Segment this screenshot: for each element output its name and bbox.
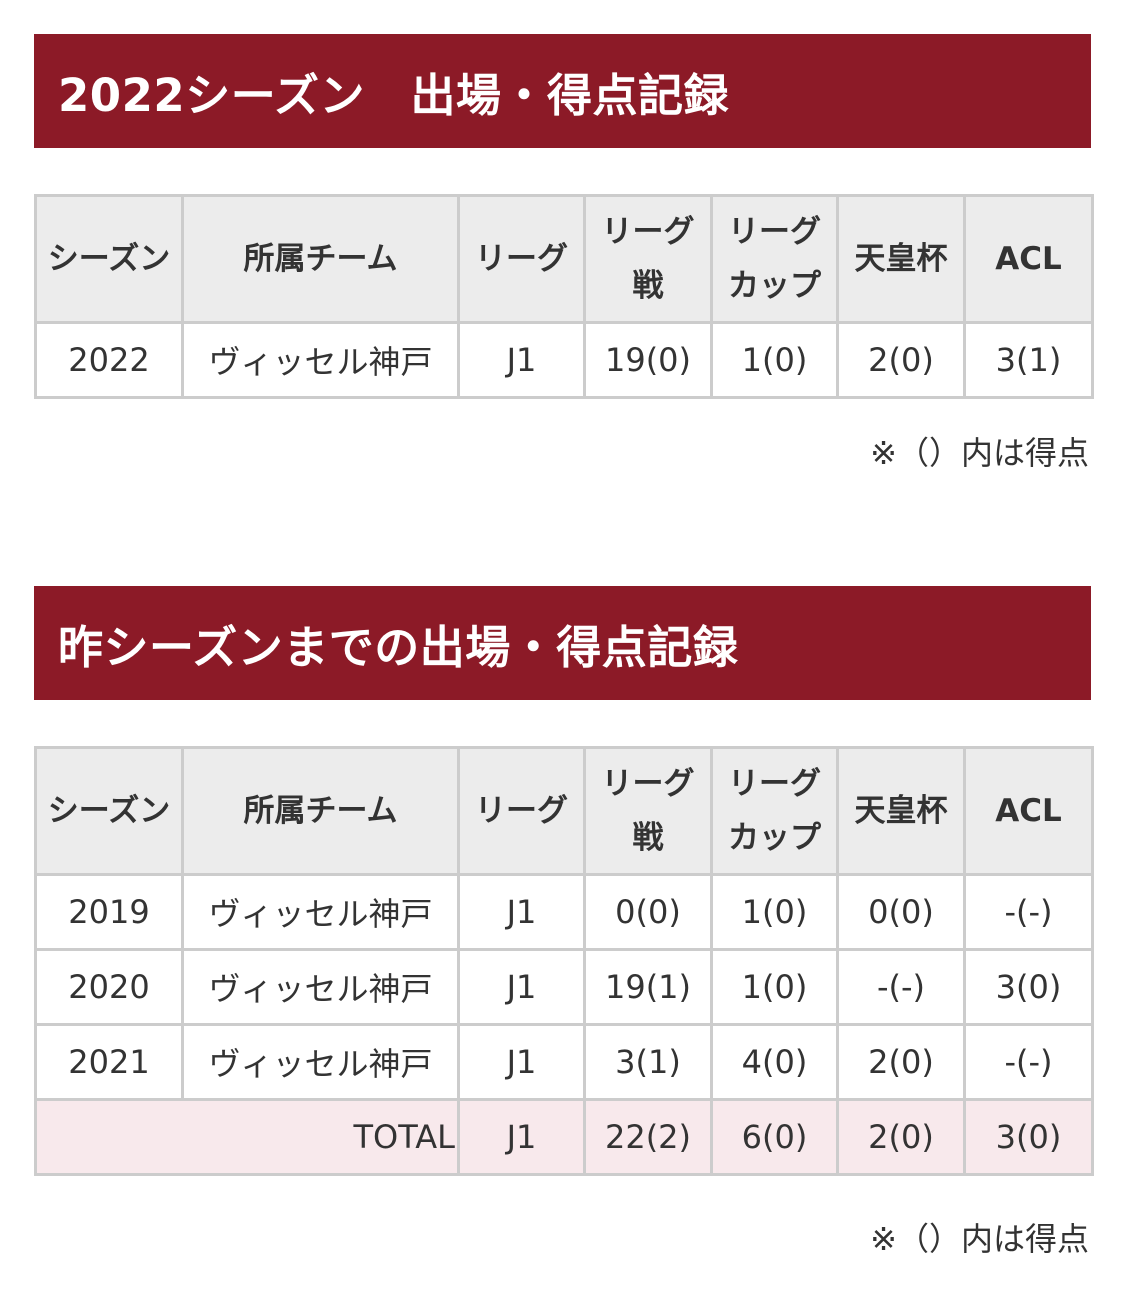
previous-seasons-title: 昨シーズンまでの出場・得点記録: [58, 620, 739, 674]
cell-season: 2022: [34, 321, 184, 399]
current-season-header: 2022シーズン 出場・得点記録: [34, 34, 1091, 148]
total-league: J1: [457, 1098, 586, 1176]
col-league-match-line1: リーグ: [601, 214, 695, 250]
total-row: TOTAL J1 22(2) 6(0) 2(0) 3(0): [34, 1098, 1094, 1176]
cell-emperors-cup: 2(0): [836, 321, 966, 399]
col-league-match: リーグ 戦: [583, 194, 713, 324]
table-row: 2019 ヴィッセル神戸 J1 0(0) 1(0) 0(0) -(-): [34, 873, 1094, 951]
col-league-cup-line2: カップ: [728, 820, 821, 856]
col-emperors-cup: 天皇杯: [836, 746, 966, 876]
goals-note: ※（）内は得点: [870, 1220, 1089, 1258]
cell-emperors-cup: 2(0): [836, 1023, 966, 1101]
total-league-match: 22(2): [583, 1098, 713, 1176]
total-label: TOTAL: [34, 1098, 460, 1176]
cell-league-match: 19(1): [583, 948, 713, 1026]
cell-league-match: 0(0): [583, 873, 713, 951]
cell-league-match: 3(1): [583, 1023, 713, 1101]
cell-league: J1: [457, 321, 586, 399]
col-league-match-line1: リーグ: [601, 766, 695, 802]
table-header-row: シーズン 所属チーム リーグ リーグ 戦 リーグ カップ 天皇杯 ACL: [34, 194, 1094, 324]
table-row: 2022 ヴィッセル神戸 J1 19(0) 1(0) 2(0) 3(1): [34, 321, 1094, 399]
col-league-cup-line1: リーグ: [728, 766, 821, 802]
current-season-table: シーズン 所属チーム リーグ リーグ 戦 リーグ カップ 天皇杯 ACL 202…: [34, 194, 1094, 399]
table-row: 2020 ヴィッセル神戸 J1 19(1) 1(0) -(-) 3(0): [34, 948, 1094, 1026]
col-emperors-cup: 天皇杯: [836, 194, 966, 324]
table-row: 2021 ヴィッセル神戸 J1 3(1) 4(0) 2(0) -(-): [34, 1023, 1094, 1101]
cell-emperors-cup: 0(0): [836, 873, 966, 951]
cell-league-cup: 1(0): [710, 873, 839, 951]
cell-league-cup: 1(0): [710, 948, 839, 1026]
total-acl: 3(0): [963, 1098, 1094, 1176]
cell-season: 2019: [34, 873, 184, 951]
total-league-cup: 6(0): [710, 1098, 839, 1176]
previous-seasons-table: シーズン 所属チーム リーグ リーグ 戦 リーグ カップ 天皇杯 ACL 201…: [34, 746, 1094, 1176]
cell-team: ヴィッセル神戸: [181, 873, 460, 951]
col-league: リーグ: [457, 194, 586, 324]
cell-league-match: 19(0): [583, 321, 713, 399]
cell-season: 2020: [34, 948, 184, 1026]
cell-acl: 3(1): [963, 321, 1094, 399]
cell-team: ヴィッセル神戸: [181, 948, 460, 1026]
cell-team: ヴィッセル神戸: [181, 1023, 460, 1101]
goals-note: ※（）内は得点: [870, 434, 1089, 472]
col-season: シーズン: [34, 194, 184, 324]
col-league-match-line2: 戦: [632, 820, 664, 856]
col-league-cup-line2: カップ: [728, 268, 821, 304]
cell-acl: 3(0): [963, 948, 1094, 1026]
total-emperors-cup: 2(0): [836, 1098, 966, 1176]
col-team: 所属チーム: [181, 194, 460, 324]
col-acl: ACL: [963, 746, 1094, 876]
col-league-match: リーグ 戦: [583, 746, 713, 876]
current-season-title: 2022シーズン 出場・得点記録: [58, 68, 729, 122]
col-season: シーズン: [34, 746, 184, 876]
col-team: 所属チーム: [181, 746, 460, 876]
cell-team: ヴィッセル神戸: [181, 321, 460, 399]
cell-league: J1: [457, 1023, 586, 1101]
table-header-row: シーズン 所属チーム リーグ リーグ 戦 リーグ カップ 天皇杯 ACL: [34, 746, 1094, 876]
col-league-cup: リーグ カップ: [710, 746, 839, 876]
previous-seasons-header: 昨シーズンまでの出場・得点記録: [34, 586, 1091, 700]
cell-acl: -(-): [963, 873, 1094, 951]
cell-acl: -(-): [963, 1023, 1094, 1101]
cell-league-cup: 4(0): [710, 1023, 839, 1101]
col-league-match-line2: 戦: [632, 268, 664, 304]
col-league: リーグ: [457, 746, 586, 876]
cell-emperors-cup: -(-): [836, 948, 966, 1026]
col-league-cup-line1: リーグ: [728, 214, 821, 250]
cell-league: J1: [457, 873, 586, 951]
col-league-cup: リーグ カップ: [710, 194, 839, 324]
cell-league-cup: 1(0): [710, 321, 839, 399]
cell-league: J1: [457, 948, 586, 1026]
col-acl: ACL: [963, 194, 1094, 324]
cell-season: 2021: [34, 1023, 184, 1101]
